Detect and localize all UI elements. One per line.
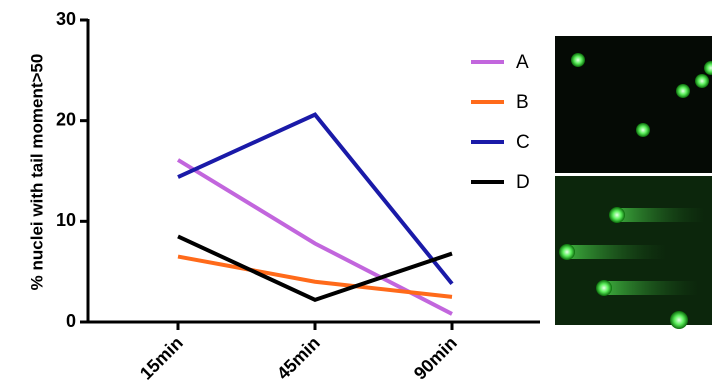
y-tick-label: 30 (56, 9, 76, 29)
y-tick-label: 20 (56, 109, 76, 129)
series-line (178, 115, 452, 284)
x-tick-label: 15min (136, 333, 187, 383)
micrograph-top (555, 36, 712, 173)
legend-label: B (516, 92, 529, 113)
x-tick-label: 45min (273, 333, 324, 383)
chart: % nuclei with tail moment>50 0 10 20 30 15mi… (0, 0, 712, 383)
series-line (178, 257, 452, 297)
y-axis-label: % nuclei with tail moment>50 (27, 54, 46, 291)
legend-label: C (516, 132, 530, 153)
x-tick-label: 90min (410, 333, 461, 383)
y-tick-label: 0 (66, 311, 76, 331)
y-tick-label: 10 (56, 210, 76, 230)
legend-label: D (516, 172, 530, 193)
legend-label: A (516, 52, 529, 73)
micrograph-bottom (555, 176, 712, 329)
